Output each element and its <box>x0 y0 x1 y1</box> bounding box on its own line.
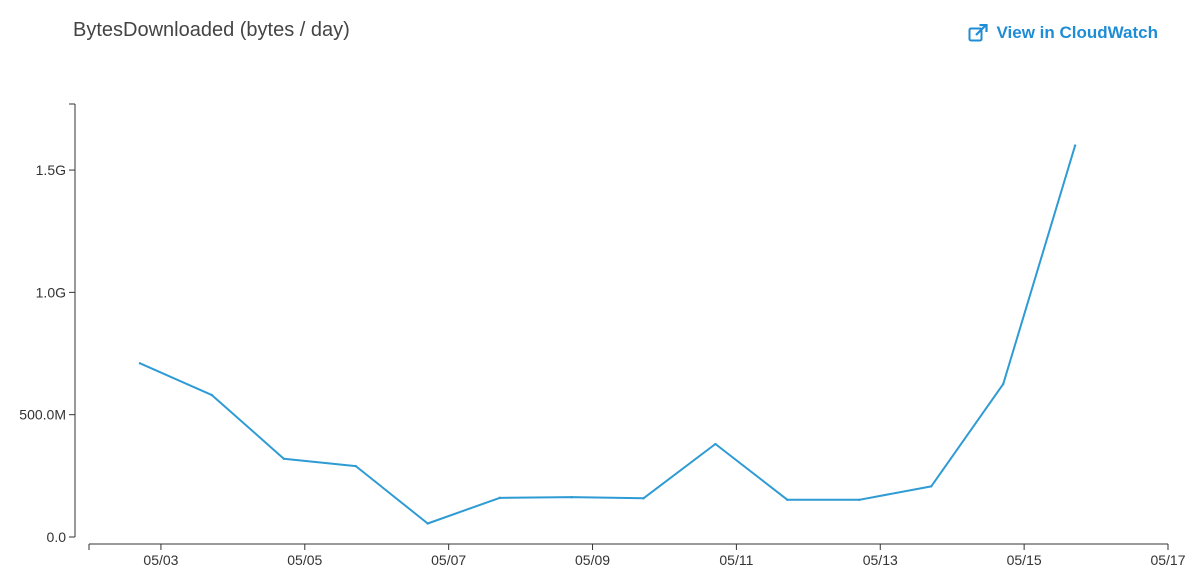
data-point <box>210 393 214 397</box>
y-axis: 0.0 500.0M 1.0G 1.5G <box>19 103 76 545</box>
series-line <box>139 145 1077 525</box>
x-tick-label: 05/05 <box>287 552 322 568</box>
x-tick-label: 05/09 <box>575 552 610 568</box>
data-point <box>426 522 429 525</box>
x-tick-label: 05/15 <box>1007 552 1042 568</box>
y-tick-label: 500.0M <box>19 407 66 423</box>
data-point <box>1001 382 1005 386</box>
data-point <box>570 495 573 499</box>
data-point <box>642 497 645 500</box>
data-point <box>858 498 861 502</box>
x-tick-label: 05/07 <box>431 552 466 568</box>
external-link-icon <box>968 24 989 42</box>
data-point <box>1073 144 1077 147</box>
data-point <box>498 496 501 500</box>
x-tick-label: 05/13 <box>863 552 898 568</box>
chart-title: BytesDownloaded (bytes / day) <box>73 19 350 41</box>
data-point <box>282 457 286 460</box>
y-tick-label: 1.5G <box>36 162 66 178</box>
data-point <box>930 485 933 488</box>
data-point <box>786 498 789 502</box>
data-point <box>354 464 357 468</box>
view-in-cloudwatch-link[interactable]: View in CloudWatch <box>968 23 1158 43</box>
data-point <box>714 442 717 446</box>
x-tick-label: 05/03 <box>143 552 178 568</box>
y-tick-label: 1.0G <box>36 284 66 300</box>
series-layer <box>138 144 1077 525</box>
x-tick-label: 05/17 <box>1150 552 1185 568</box>
x-tick-label: 05/11 <box>719 552 753 568</box>
view-in-cloudwatch-label: View in CloudWatch <box>996 23 1158 42</box>
x-axis: 05/03 05/05 05/07 05/09 05/11 05/13 05/15 05/17 <box>88 543 1186 568</box>
y-tick-label: 0.0 <box>47 529 67 545</box>
data-point <box>138 362 142 365</box>
